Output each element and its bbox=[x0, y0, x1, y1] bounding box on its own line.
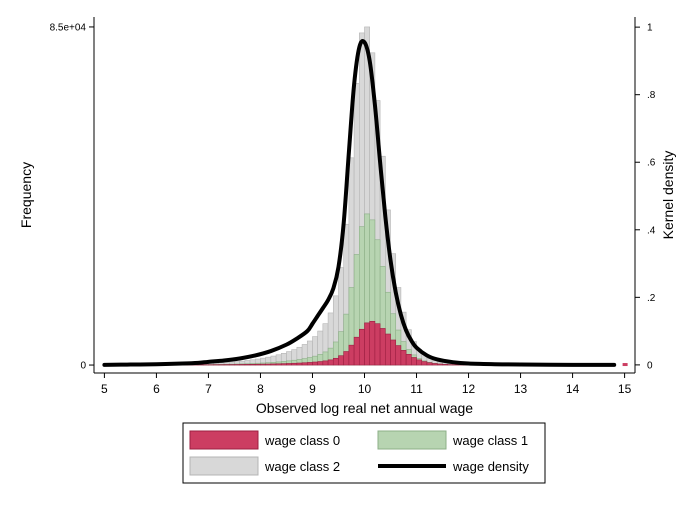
legend-swatch-wage-class-1 bbox=[377, 430, 447, 450]
bar-wage-class-0 bbox=[296, 362, 303, 366]
y-axis-left-title: Frequency bbox=[18, 162, 34, 228]
bar-wage-class-0 bbox=[431, 363, 438, 366]
y-left-tick-label: 8.5e+04 bbox=[50, 22, 87, 33]
bar-wage-class-0 bbox=[265, 363, 272, 366]
x-tick-label: 10 bbox=[358, 382, 372, 396]
x-tick-label: 8 bbox=[257, 382, 264, 396]
bar-wage-class-0 bbox=[254, 363, 261, 366]
x-tick-label: 12 bbox=[462, 382, 476, 396]
x-tick-label: 14 bbox=[566, 382, 580, 396]
x-tick-label: 7 bbox=[205, 382, 212, 396]
bar-wage-class-0 bbox=[332, 357, 339, 366]
bar-wage-class-0 bbox=[234, 364, 240, 366]
bar-wage-class-0 bbox=[301, 362, 308, 366]
bar-wage-class-0 bbox=[291, 362, 298, 366]
bar-wage-class-0 bbox=[364, 322, 370, 366]
bar-wage-class-0 bbox=[306, 362, 313, 366]
bar-wage-class-0 bbox=[239, 364, 246, 366]
y-right-tick-label: .2 bbox=[647, 293, 656, 304]
bar-wage-class-0 bbox=[317, 361, 324, 366]
bar-wage-class-0 bbox=[260, 363, 266, 366]
bar-wage-class-0 bbox=[390, 339, 397, 366]
bar-wage-class-0 bbox=[275, 363, 282, 366]
bar-wage-class-0 bbox=[358, 328, 365, 366]
y-axis-right-title: Kernel density bbox=[660, 151, 676, 240]
y-right-tick-label: 1 bbox=[647, 23, 653, 34]
legend-label: wage class 2 bbox=[264, 459, 340, 474]
bar-wage-class-0 bbox=[228, 364, 235, 366]
ticks: 5 6 7 8 9 10 11 12 13 14 15 0 8.5e+04 0 .2 .4 .6 .8 1 bbox=[50, 22, 656, 396]
legend-swatch-wage-class-2 bbox=[189, 456, 259, 476]
x-tick-label: 11 bbox=[410, 382, 423, 396]
legend-swatch-wage-class-0 bbox=[189, 430, 259, 450]
legend-label: wage density bbox=[452, 459, 529, 474]
bar-wage-class-0 bbox=[374, 323, 381, 366]
x-tick-label: 5 bbox=[101, 382, 108, 396]
bar-wage-class-0 bbox=[421, 361, 428, 366]
bar-wage-class-0 bbox=[348, 344, 355, 366]
y-left-tick-label: 0 bbox=[80, 361, 86, 372]
bar-wage-class-0 bbox=[343, 351, 350, 366]
x-tick-label: 6 bbox=[153, 382, 160, 396]
bar-wage-class-0 bbox=[327, 359, 334, 366]
bar-wage-class-0 bbox=[249, 363, 256, 366]
legend-label: wage class 1 bbox=[452, 433, 528, 448]
bar-wage-class-0 bbox=[442, 364, 449, 366]
bar-wage-class-0 bbox=[353, 336, 360, 366]
density-layer bbox=[102, 39, 617, 367]
series-wage-class-0 bbox=[156, 320, 516, 366]
y-right-tick-label: 0 bbox=[647, 360, 653, 371]
y-right-tick-label: .8 bbox=[647, 90, 656, 101]
bar-wage-class-0 bbox=[437, 363, 443, 366]
y-right-tick-label: .4 bbox=[647, 225, 656, 236]
bar-wage-class-0 bbox=[411, 357, 417, 366]
legend: wage class 0 wage class 1 wage class 2 wage… bbox=[182, 422, 546, 484]
legend-label: wage class 0 bbox=[264, 433, 340, 448]
bar-wage-class-0 bbox=[369, 320, 376, 366]
bar-wage-class-0 bbox=[400, 350, 407, 366]
histogram-bars bbox=[156, 26, 628, 367]
outlier-bar bbox=[622, 363, 628, 367]
x-tick-label: 15 bbox=[618, 382, 632, 396]
bar-wage-class-0 bbox=[405, 354, 412, 366]
bar-wage-class-0 bbox=[338, 355, 344, 366]
bar-wage-class-0 bbox=[244, 364, 251, 366]
bar-wage-class-0 bbox=[385, 333, 391, 366]
bar-wage-class-0 bbox=[416, 359, 423, 366]
bar-wage-class-0 bbox=[312, 361, 318, 366]
bar-wage-class-0 bbox=[280, 363, 287, 366]
bar-wage-class-0 bbox=[395, 345, 402, 366]
density-line bbox=[102, 39, 617, 367]
bar-wage-class-0 bbox=[270, 363, 277, 366]
y-right-tick-label: .6 bbox=[647, 158, 656, 169]
x-tick-label: 13 bbox=[514, 382, 528, 396]
x-tick-label: 9 bbox=[309, 382, 316, 396]
bar-wage-class-0 bbox=[286, 363, 292, 366]
x-axis-title: Observed log real net annual wage bbox=[256, 400, 473, 416]
bar-wage-class-0 bbox=[426, 362, 433, 366]
bar-wage-class-0 bbox=[379, 328, 386, 366]
bar-wage-class-0 bbox=[322, 360, 329, 366]
series-wage-class-2 bbox=[156, 26, 521, 366]
